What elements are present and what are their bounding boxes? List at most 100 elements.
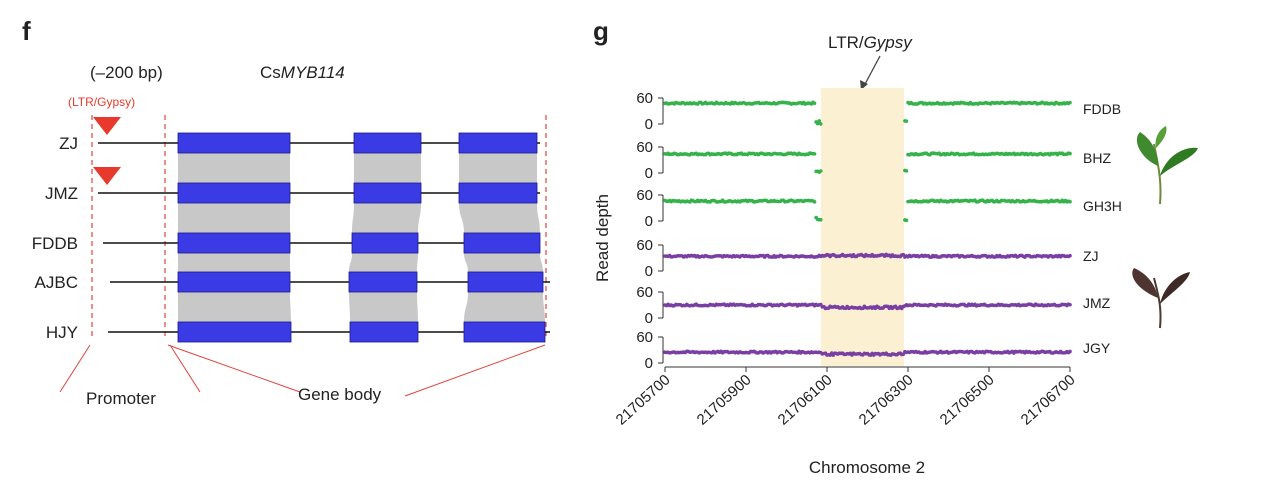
exon-box <box>349 321 419 343</box>
x-tick-label: 21706500 <box>937 371 998 428</box>
read-depth-point <box>1068 302 1072 307</box>
y-axis-label: Read depth <box>593 194 612 282</box>
y-tick-label: 60 <box>636 139 653 156</box>
y-tick-label: 60 <box>636 284 653 301</box>
ltr-highlight-region <box>820 88 904 366</box>
panel-f-letter: f <box>22 16 31 46</box>
synteny-layer <box>178 153 545 322</box>
y-tick-label: 60 <box>636 237 653 254</box>
exon-box <box>351 232 419 254</box>
ltr-annotation-arrowhead <box>860 80 868 90</box>
synteny-band <box>178 253 290 272</box>
read-depth-point <box>1068 100 1072 105</box>
x-tick-label: 21706700 <box>1018 371 1079 428</box>
track-label: BHZ <box>1083 150 1111 166</box>
synteny-band <box>464 292 545 322</box>
track-label: ZJ <box>1083 248 1099 264</box>
read-depth-point <box>818 169 823 173</box>
x-tick-label: 21706100 <box>775 371 836 428</box>
read-depth-point <box>1068 151 1072 156</box>
panel-f: f (–200 bp) CsMYB114 (LTR/Gypsy) ZJ JMZ FD… <box>22 16 550 408</box>
accession-row: FDDB <box>32 232 541 254</box>
synteny-band <box>459 203 540 233</box>
exon-box <box>177 182 291 204</box>
ltr-annotation-label: LTR/Gypsy <box>828 33 913 52</box>
read-depth-point <box>904 119 909 123</box>
accession-label: FDDB <box>32 234 78 253</box>
y-tick-label: 0 <box>645 165 653 182</box>
accession-rows: ZJ JMZ FDDB AJBC HJY <box>32 117 550 343</box>
track-label: GH3H <box>1083 198 1122 214</box>
genebody-bracket-left <box>167 344 301 393</box>
read-depth-point <box>1068 199 1072 204</box>
read-depth-point <box>818 122 823 126</box>
promoter-label: Promoter <box>86 389 156 408</box>
y-tick-label: 60 <box>636 329 653 346</box>
dark-leaf-icon <box>1132 268 1190 329</box>
exon-box <box>458 132 538 154</box>
y-tick-label: 0 <box>645 213 653 230</box>
accession-label: HJY <box>46 323 78 342</box>
synteny-band <box>178 292 291 322</box>
green-leaf-icon <box>1136 126 1198 205</box>
exon-box <box>177 271 291 293</box>
read-depth-point <box>904 169 909 173</box>
promoter-window-label: (–200 bp) <box>90 63 163 82</box>
ltr-annotation-italic: Gypsy <box>864 33 914 52</box>
y-tick-label: 60 <box>636 187 653 204</box>
track-fddb: 60 0 FDDB <box>636 90 1121 133</box>
promoter-bracket-right <box>169 344 201 393</box>
x-tick-label: 21705900 <box>694 371 755 428</box>
synteny-band <box>178 153 290 183</box>
panel-g: g LTR/Gypsy 60 0 FDDB 60 0 BHZ 60 0 GH3H 60 0 ZJ 60 0… <box>593 16 1198 477</box>
read-depth-point <box>1068 253 1072 258</box>
track-jgy: 60 0 JGY <box>636 329 1111 372</box>
promoter-bracket-left <box>59 344 91 393</box>
gene-name: CsMYB114 <box>260 63 345 82</box>
accession-row: JMZ <box>45 167 540 204</box>
track-jmz: 60 0 JMZ <box>636 284 1110 327</box>
synteny-band <box>354 153 421 183</box>
accession-label: AJBC <box>35 273 78 292</box>
synteny-band <box>349 292 418 322</box>
accession-label: JMZ <box>45 184 78 203</box>
exon-box <box>348 271 418 293</box>
y-tick-label: 0 <box>645 310 653 327</box>
exon-box <box>353 132 422 154</box>
read-depth-point <box>812 101 817 106</box>
ltr-annotation-prefix: LTR/ <box>828 33 864 52</box>
exon-box <box>177 132 291 154</box>
gene-name-prefix: Cs <box>260 63 281 82</box>
ltr-insertion-marker <box>93 167 121 185</box>
read-depth-point <box>1068 349 1072 354</box>
synteny-band <box>349 253 418 272</box>
gene-body-label: Gene body <box>298 385 382 404</box>
panel-g-letter: g <box>593 16 609 46</box>
exon-box <box>177 232 291 254</box>
track-label: FDDB <box>1083 101 1121 117</box>
accession-row: ZJ <box>59 117 540 154</box>
synteny-band <box>464 253 543 272</box>
x-axis: 21705700 21705900 21706100 21706300 21706500… <box>613 366 1079 429</box>
exon-box <box>463 232 541 254</box>
synteny-band <box>178 203 290 233</box>
y-tick-label: 0 <box>645 263 653 280</box>
x-tick-label: 21705700 <box>613 371 674 428</box>
y-tick-label: 60 <box>636 90 653 107</box>
exon-box <box>467 271 544 293</box>
track-gh3h: 60 0 GH3H <box>636 187 1122 230</box>
read-depth-point <box>904 218 909 223</box>
accession-label: ZJ <box>59 134 78 153</box>
insertion-label: (LTR/Gypsy) <box>68 95 135 109</box>
exon-box <box>458 182 538 204</box>
genebody-bracket-right <box>404 344 546 397</box>
read-depth-point <box>817 119 822 123</box>
ltr-annotation-arrow <box>863 55 881 87</box>
accession-row: AJBC <box>35 271 550 293</box>
accession-row: HJY <box>46 321 550 343</box>
ltr-insertion-marker <box>93 117 121 135</box>
synteny-band <box>352 203 421 233</box>
read-depth-point <box>812 200 817 204</box>
x-axis-label: Chromosome 2 <box>809 458 925 477</box>
